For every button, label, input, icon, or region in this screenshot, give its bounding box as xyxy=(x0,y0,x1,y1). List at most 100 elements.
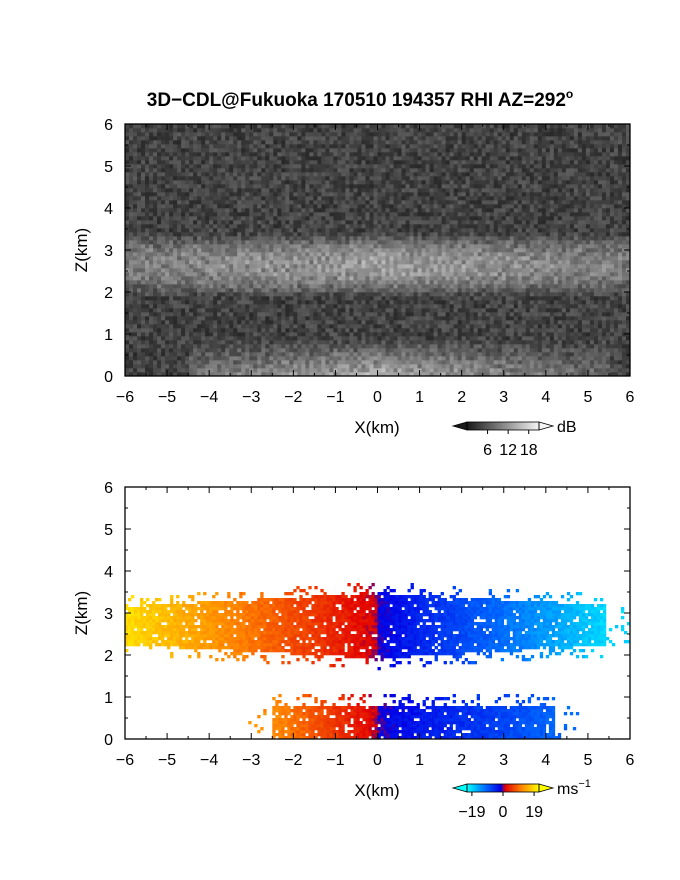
backscatter-cell xyxy=(397,160,402,165)
backscatter-cell xyxy=(285,200,290,205)
backscatter-cell xyxy=(317,352,322,357)
backscatter-cell xyxy=(141,296,146,301)
backscatter-cell xyxy=(365,148,370,153)
backscatter-cell xyxy=(161,188,166,193)
backscatter-cell xyxy=(157,320,162,325)
backscatter-cell xyxy=(165,240,170,245)
backscatter-cell xyxy=(141,240,146,245)
backscatter-cell xyxy=(285,240,290,245)
backscatter-cell xyxy=(397,300,402,305)
backscatter-cell xyxy=(217,348,222,353)
backscatter-cell xyxy=(241,360,246,365)
backscatter-cell xyxy=(193,232,198,237)
backscatter-cell xyxy=(365,372,370,377)
backscatter-cell xyxy=(357,320,362,325)
backscatter-cell xyxy=(389,268,394,273)
backscatter-cell xyxy=(313,260,318,265)
backscatter-cell xyxy=(377,336,382,341)
backscatter-cell xyxy=(333,300,338,305)
backscatter-cell xyxy=(317,288,322,293)
backscatter-cell xyxy=(349,352,354,357)
backscatter-cell xyxy=(289,204,294,209)
backscatter-cell xyxy=(177,360,182,365)
backscatter-cell xyxy=(281,228,286,233)
backscatter-cell xyxy=(377,316,382,321)
backscatter-cell xyxy=(337,236,342,241)
backscatter-cell xyxy=(149,296,154,301)
backscatter-cell xyxy=(197,344,202,349)
backscatter-cell xyxy=(177,172,182,177)
backscatter-cell xyxy=(245,124,250,129)
backscatter-cell xyxy=(401,136,406,141)
backscatter-cell xyxy=(161,172,166,177)
backscatter-cell xyxy=(129,140,134,145)
backscatter-cell xyxy=(209,124,214,129)
backscatter-cell xyxy=(237,264,242,269)
backscatter-cell xyxy=(257,224,262,229)
backscatter-cell xyxy=(337,328,342,333)
backscatter-cell xyxy=(165,248,170,253)
backscatter-cell xyxy=(137,256,142,261)
backscatter-cell xyxy=(281,136,286,141)
backscatter-cell xyxy=(233,144,238,149)
backscatter-cell xyxy=(237,288,242,293)
backscatter-cell xyxy=(305,172,310,177)
backscatter-cell xyxy=(353,372,358,377)
backscatter-cell xyxy=(309,216,314,221)
backscatter-cell xyxy=(225,180,230,185)
backscatter-cell xyxy=(153,192,158,197)
backscatter-cell xyxy=(157,220,162,225)
backscatter-cell xyxy=(289,356,294,361)
backscatter-cell xyxy=(381,324,386,329)
backscatter-cell xyxy=(189,248,194,253)
backscatter-cell xyxy=(161,368,166,373)
backscatter-cell xyxy=(297,292,302,297)
backscatter-cell xyxy=(313,148,318,153)
backscatter-cell xyxy=(201,328,206,333)
backscatter-cell xyxy=(233,212,238,217)
backscatter-cell xyxy=(301,292,306,297)
backscatter-cell xyxy=(165,160,170,165)
backscatter-cell xyxy=(165,300,170,305)
backscatter-cell xyxy=(249,332,254,337)
backscatter-cell xyxy=(269,188,274,193)
backscatter-cell xyxy=(417,168,422,173)
backscatter-cell xyxy=(357,296,362,301)
backscatter-cell xyxy=(433,268,438,273)
backscatter-cell xyxy=(177,352,182,357)
backscatter-cell xyxy=(377,244,382,249)
backscatter-cell xyxy=(429,144,434,149)
backscatter-cell xyxy=(293,224,298,229)
backscatter-cell xyxy=(349,360,354,365)
backscatter-cell xyxy=(309,264,314,269)
backscatter-cell xyxy=(433,348,438,353)
backscatter-cell xyxy=(377,208,382,213)
backscatter-cell xyxy=(369,344,374,349)
backscatter-cell xyxy=(341,268,346,273)
backscatter-cell xyxy=(137,236,142,241)
backscatter-cell xyxy=(209,280,214,285)
backscatter-cell xyxy=(285,360,290,365)
backscatter-cell xyxy=(317,344,322,349)
backscatter-cell xyxy=(169,200,174,205)
backscatter-cell xyxy=(249,176,254,181)
backscatter-cell xyxy=(317,156,322,161)
backscatter-cell xyxy=(137,156,142,161)
backscatter-cell xyxy=(309,272,314,277)
backscatter-cell xyxy=(209,196,214,201)
backscatter-cell xyxy=(241,312,246,317)
backscatter-cell xyxy=(333,348,338,353)
backscatter-cell xyxy=(365,132,370,137)
backscatter-cell xyxy=(125,128,130,133)
backscatter-cell xyxy=(201,236,206,241)
backscatter-cell xyxy=(381,268,386,273)
backscatter-cell xyxy=(349,304,354,309)
backscatter-cell xyxy=(413,212,418,217)
backscatter-cell xyxy=(213,316,218,321)
backscatter-cell xyxy=(249,156,254,161)
backscatter-cell xyxy=(185,128,190,133)
backscatter-cell xyxy=(237,192,242,197)
backscatter-cell xyxy=(193,240,198,245)
backscatter-cell xyxy=(381,332,386,337)
backscatter-cell xyxy=(193,356,198,361)
